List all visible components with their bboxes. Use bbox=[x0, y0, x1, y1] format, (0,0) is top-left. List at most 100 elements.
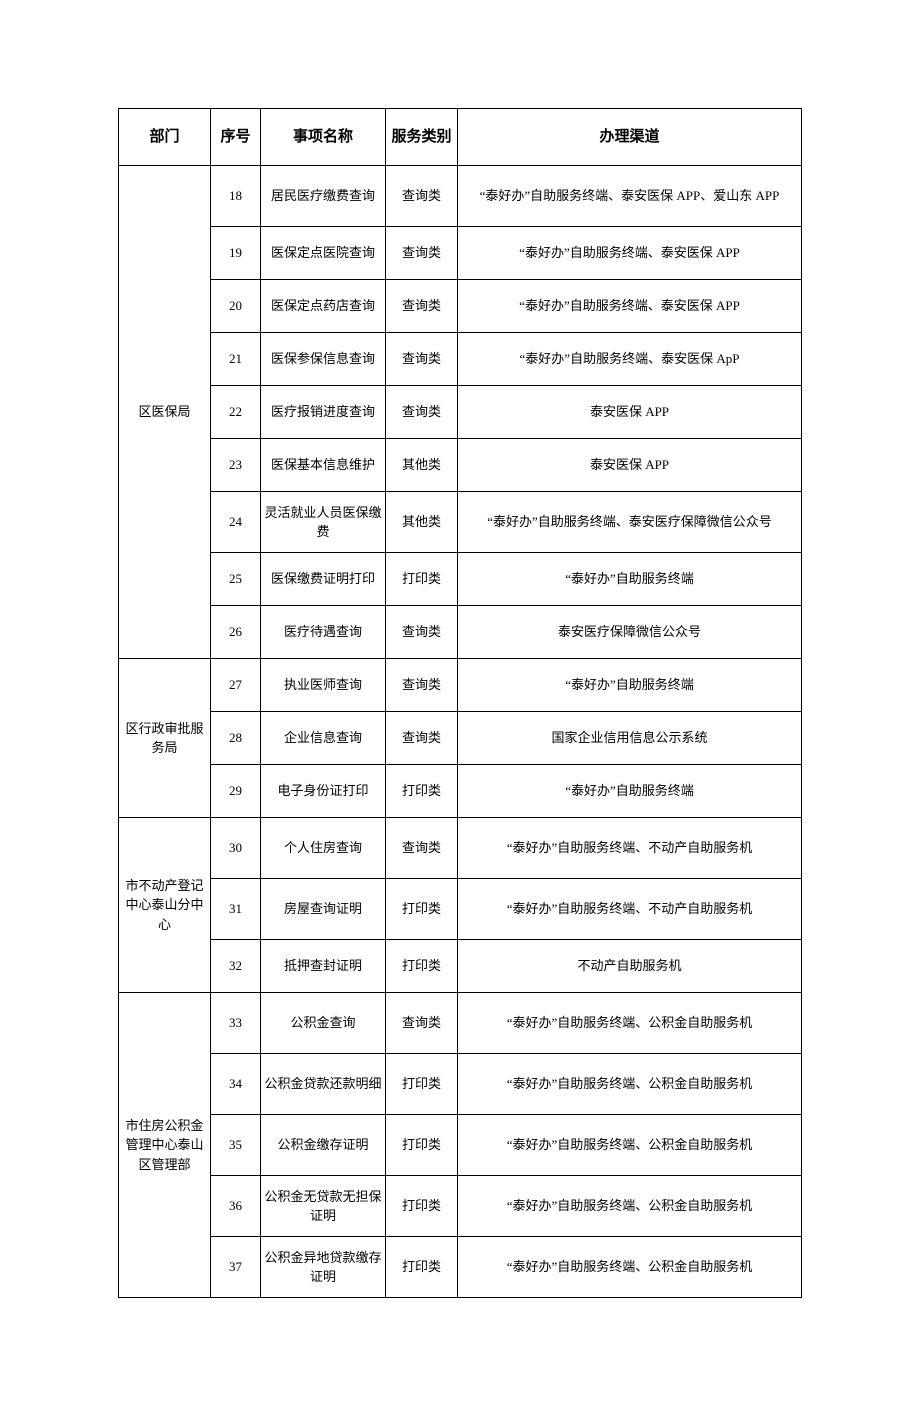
cell-item: 灵活就业人员医保缴费 bbox=[261, 492, 386, 553]
table-row: 24灵活就业人员医保缴费其他类“泰好办”自助服务终端、泰安医疗保障微信公众号 bbox=[119, 492, 802, 553]
cell-dept: 区行政审批服务局 bbox=[119, 659, 211, 818]
cell-seq: 37 bbox=[211, 1237, 261, 1298]
cell-seq: 35 bbox=[211, 1115, 261, 1176]
cell-seq: 27 bbox=[211, 659, 261, 712]
cell-channel: 泰安医保 APP bbox=[458, 386, 802, 439]
cell-item: 医疗待遇查询 bbox=[261, 606, 386, 659]
cell-item: 公积金贷款还款明细 bbox=[261, 1054, 386, 1115]
cell-channel: 国家企业信用信息公示系统 bbox=[458, 712, 802, 765]
cell-seq: 31 bbox=[211, 879, 261, 940]
cell-item: 公积金无贷款无担保证明 bbox=[261, 1176, 386, 1237]
cell-cat: 查询类 bbox=[386, 386, 458, 439]
cell-seq: 34 bbox=[211, 1054, 261, 1115]
cell-seq: 19 bbox=[211, 227, 261, 280]
cell-dept: 区医保局 bbox=[119, 166, 211, 659]
cell-channel: “泰好办”自助服务终端、不动产自助服务机 bbox=[458, 818, 802, 879]
table-row: 市住房公积金管理中心泰山区管理部33公积金查询查询类“泰好办”自助服务终端、公积… bbox=[119, 993, 802, 1054]
cell-seq: 20 bbox=[211, 280, 261, 333]
cell-item: 房屋查询证明 bbox=[261, 879, 386, 940]
cell-item: 公积金查询 bbox=[261, 993, 386, 1054]
table-row: 29电子身份证打印打印类“泰好办”自助服务终端 bbox=[119, 765, 802, 818]
cell-item: 医保缴费证明打印 bbox=[261, 553, 386, 606]
table-row: 34公积金贷款还款明细打印类“泰好办”自助服务终端、公积金自助服务机 bbox=[119, 1054, 802, 1115]
table-row: 19医保定点医院查询查询类“泰好办”自助服务终端、泰安医保 APP bbox=[119, 227, 802, 280]
cell-item: 医疗报销进度查询 bbox=[261, 386, 386, 439]
table-row: 35公积金缴存证明打印类“泰好办”自助服务终端、公积金自助服务机 bbox=[119, 1115, 802, 1176]
cell-channel: “泰好办”自助服务终端、公积金自助服务机 bbox=[458, 993, 802, 1054]
cell-item: 医保定点药店查询 bbox=[261, 280, 386, 333]
cell-item: 企业信息查询 bbox=[261, 712, 386, 765]
cell-item: 抵押查封证明 bbox=[261, 940, 386, 993]
cell-cat: 打印类 bbox=[386, 940, 458, 993]
cell-dept: 市住房公积金管理中心泰山区管理部 bbox=[119, 993, 211, 1298]
cell-cat: 查询类 bbox=[386, 606, 458, 659]
cell-cat: 查询类 bbox=[386, 227, 458, 280]
table-row: 区医保局18居民医疗缴费查询查询类“泰好办”自助服务终端、泰安医保 APP、爱山… bbox=[119, 166, 802, 227]
table-row: 22医疗报销进度查询查询类泰安医保 APP bbox=[119, 386, 802, 439]
cell-item: 个人住房查询 bbox=[261, 818, 386, 879]
cell-channel: “泰好办”自助服务终端、公积金自助服务机 bbox=[458, 1237, 802, 1298]
cell-seq: 24 bbox=[211, 492, 261, 553]
cell-cat: 其他类 bbox=[386, 492, 458, 553]
cell-cat: 打印类 bbox=[386, 765, 458, 818]
cell-cat: 其他类 bbox=[386, 439, 458, 492]
cell-cat: 打印类 bbox=[386, 1054, 458, 1115]
cell-seq: 22 bbox=[211, 386, 261, 439]
cell-cat: 打印类 bbox=[386, 1176, 458, 1237]
header-dept: 部门 bbox=[119, 109, 211, 166]
table-row: 36公积金无贷款无担保证明打印类“泰好办”自助服务终端、公积金自助服务机 bbox=[119, 1176, 802, 1237]
cell-item: 居民医疗缴费查询 bbox=[261, 166, 386, 227]
cell-dept: 市不动产登记中心泰山分中心 bbox=[119, 818, 211, 993]
cell-channel: “泰好办”自助服务终端、泰安医保 APP bbox=[458, 280, 802, 333]
header-item: 事项名称 bbox=[261, 109, 386, 166]
cell-cat: 查询类 bbox=[386, 333, 458, 386]
cell-seq: 33 bbox=[211, 993, 261, 1054]
cell-channel: “泰好办”自助服务终端、泰安医保 APP、爱山东 APP bbox=[458, 166, 802, 227]
cell-cat: 查询类 bbox=[386, 993, 458, 1054]
cell-cat: 查询类 bbox=[386, 712, 458, 765]
cell-seq: 23 bbox=[211, 439, 261, 492]
cell-channel: “泰好办”自助服务终端、泰安医保 ApP bbox=[458, 333, 802, 386]
cell-channel: “泰好办”自助服务终端 bbox=[458, 659, 802, 712]
cell-item: 医保基本信息维护 bbox=[261, 439, 386, 492]
cell-cat: 查询类 bbox=[386, 818, 458, 879]
cell-seq: 29 bbox=[211, 765, 261, 818]
cell-channel: “泰好办”自助服务终端、泰安医疗保障微信公众号 bbox=[458, 492, 802, 553]
cell-cat: 查询类 bbox=[386, 659, 458, 712]
table-row: 26医疗待遇查询查询类泰安医疗保障微信公众号 bbox=[119, 606, 802, 659]
header-channel: 办理渠道 bbox=[458, 109, 802, 166]
cell-channel: “泰好办”自助服务终端、公积金自助服务机 bbox=[458, 1054, 802, 1115]
document-page: 部门 序号 事项名称 服务类别 办理渠道 区医保局18居民医疗缴费查询查询类“泰… bbox=[0, 0, 920, 1408]
table-row: 31房屋查询证明打印类“泰好办”自助服务终端、不动产自助服务机 bbox=[119, 879, 802, 940]
cell-cat: 查询类 bbox=[386, 166, 458, 227]
cell-item: 电子身份证打印 bbox=[261, 765, 386, 818]
cell-cat: 打印类 bbox=[386, 879, 458, 940]
table-row: 28企业信息查询查询类国家企业信用信息公示系统 bbox=[119, 712, 802, 765]
cell-cat: 打印类 bbox=[386, 553, 458, 606]
cell-item: 医保定点医院查询 bbox=[261, 227, 386, 280]
table-row: 32抵押查封证明打印类不动产自助服务机 bbox=[119, 940, 802, 993]
cell-channel: “泰好办”自助服务终端 bbox=[458, 553, 802, 606]
cell-cat: 打印类 bbox=[386, 1237, 458, 1298]
cell-channel: 不动产自助服务机 bbox=[458, 940, 802, 993]
cell-seq: 21 bbox=[211, 333, 261, 386]
cell-cat: 查询类 bbox=[386, 280, 458, 333]
cell-item: 医保参保信息查询 bbox=[261, 333, 386, 386]
cell-channel: “泰好办”自助服务终端 bbox=[458, 765, 802, 818]
cell-channel: “泰好办”自助服务终端、泰安医保 APP bbox=[458, 227, 802, 280]
cell-item: 公积金异地贷款缴存证明 bbox=[261, 1237, 386, 1298]
cell-seq: 26 bbox=[211, 606, 261, 659]
table-row: 市不动产登记中心泰山分中心30个人住房查询查询类“泰好办”自助服务终端、不动产自… bbox=[119, 818, 802, 879]
table-row: 25医保缴费证明打印打印类“泰好办”自助服务终端 bbox=[119, 553, 802, 606]
cell-seq: 25 bbox=[211, 553, 261, 606]
cell-seq: 30 bbox=[211, 818, 261, 879]
table-row: 37公积金异地贷款缴存证明打印类“泰好办”自助服务终端、公积金自助服务机 bbox=[119, 1237, 802, 1298]
cell-cat: 打印类 bbox=[386, 1115, 458, 1176]
cell-channel: 泰安医保 APP bbox=[458, 439, 802, 492]
table-row: 21医保参保信息查询查询类“泰好办”自助服务终端、泰安医保 ApP bbox=[119, 333, 802, 386]
cell-seq: 36 bbox=[211, 1176, 261, 1237]
cell-channel: “泰好办”自助服务终端、不动产自助服务机 bbox=[458, 879, 802, 940]
header-seq: 序号 bbox=[211, 109, 261, 166]
cell-channel: “泰好办”自助服务终端、公积金自助服务机 bbox=[458, 1115, 802, 1176]
header-row: 部门 序号 事项名称 服务类别 办理渠道 bbox=[119, 109, 802, 166]
